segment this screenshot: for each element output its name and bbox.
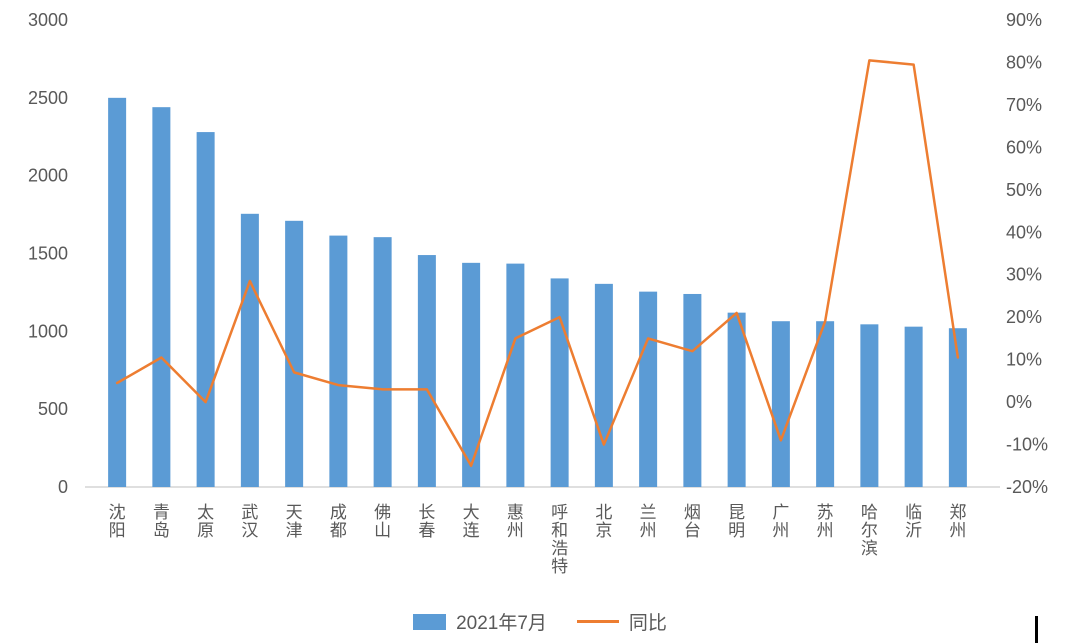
x-axis-label: 哈尔滨 — [861, 503, 878, 558]
bar — [329, 235, 348, 487]
bar — [108, 97, 127, 487]
x-axis-label: 成都 — [330, 503, 347, 540]
left-axis-tick: 3000 — [28, 10, 68, 30]
right-axis-tick: 60% — [1006, 137, 1042, 157]
bar — [816, 321, 835, 487]
x-axis-label: 呼和浩特 — [551, 503, 568, 576]
text-cursor-artifact — [1035, 616, 1038, 643]
bar — [240, 213, 259, 487]
right-axis-tick: -20% — [1006, 477, 1048, 497]
x-axis-label: 青岛 — [153, 503, 170, 540]
bar — [285, 220, 304, 487]
bar — [860, 324, 879, 487]
legend-item-line-series: 同比 — [576, 608, 667, 635]
right-axis-tick: 90% — [1006, 10, 1042, 30]
x-axis-label: 苏州 — [817, 503, 834, 540]
right-axis-tick: 30% — [1006, 265, 1042, 285]
right-axis-tick: 0% — [1006, 392, 1032, 412]
bar — [639, 291, 658, 487]
x-axis-label: 太原 — [197, 503, 214, 540]
x-axis-label: 大连 — [463, 503, 480, 540]
line-series-swatch — [576, 620, 619, 623]
right-axis-tick: 20% — [1006, 307, 1042, 327]
left-axis-tick: 500 — [38, 399, 68, 419]
x-axis-label: 烟台 — [684, 503, 701, 540]
x-axis-label: 武汉 — [241, 503, 258, 540]
x-axis-label: 北京 — [595, 503, 612, 540]
x-axis-label: 临沂 — [905, 503, 922, 540]
right-axis-tick: 80% — [1006, 52, 1042, 72]
right-axis-tick: 10% — [1006, 350, 1042, 370]
bar — [506, 263, 525, 487]
bar — [948, 328, 967, 487]
x-axis-label: 天津 — [286, 503, 303, 540]
legend-item-bar-series: 2021年7月 — [413, 608, 547, 635]
x-axis-label: 广州 — [772, 503, 789, 540]
line-series — [115, 59, 960, 468]
legend-label-bar-series: 2021年7月 — [456, 613, 547, 634]
right-axis-tick: 70% — [1006, 95, 1042, 115]
left-axis-tick: 2000 — [28, 166, 68, 186]
legend-label-line-series: 同比 — [628, 613, 667, 634]
bar — [417, 255, 436, 487]
x-axis-label: 惠州 — [507, 503, 524, 540]
left-axis-tick: 1000 — [28, 321, 68, 341]
left-axis-tick: 1500 — [28, 244, 68, 264]
left-axis-tick: 0 — [58, 477, 68, 497]
legend: 2021年7月 同比 — [0, 608, 1080, 635]
bar — [550, 278, 569, 487]
bar — [594, 283, 613, 487]
right-axis-tick: 40% — [1006, 222, 1042, 242]
bar-series-swatch — [413, 613, 447, 630]
x-axis-label: 沈阳 — [109, 503, 126, 540]
bar — [462, 262, 481, 487]
bar — [904, 326, 923, 487]
right-axis-tick: -10% — [1006, 435, 1048, 455]
bar — [683, 293, 702, 487]
x-axis-label: 兰州 — [640, 503, 657, 540]
x-axis-label: 昆明 — [728, 503, 745, 540]
bar — [196, 132, 215, 487]
bar — [771, 321, 790, 487]
x-axis-label: 郑州 — [949, 503, 966, 540]
bar — [152, 107, 171, 487]
left-axis-tick: 2500 — [28, 88, 68, 108]
bar — [373, 237, 392, 487]
x-axis-label: 佛山 — [374, 503, 391, 540]
bar — [727, 312, 746, 487]
x-axis-label: 长春 — [418, 503, 435, 540]
right-axis-tick: 50% — [1006, 180, 1042, 200]
